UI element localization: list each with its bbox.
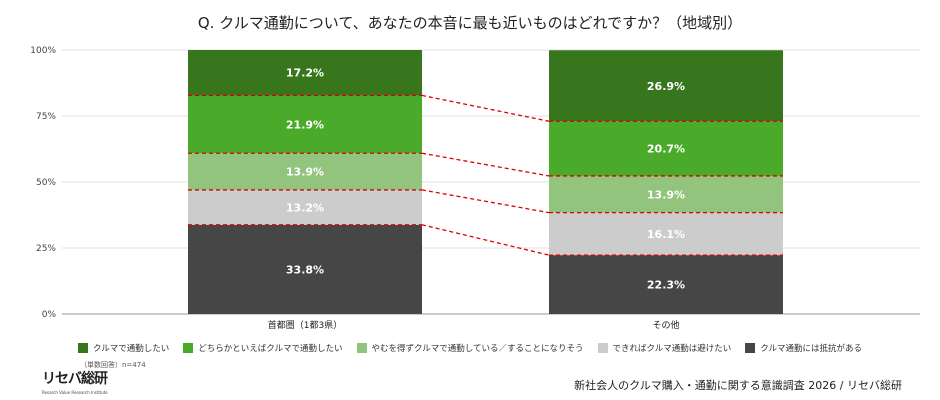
bar-segment (549, 212, 783, 256)
bar-segment (188, 189, 422, 225)
legend-label: できればクルマ通勤は避けたい (612, 344, 732, 354)
bar-segment (549, 121, 783, 176)
y-tick-label: 0% (42, 310, 57, 320)
data-label: 13.9% (286, 166, 324, 179)
bar-segment (188, 153, 422, 190)
legend-swatch (597, 343, 608, 353)
connector-line (421, 152, 550, 177)
legend-item: クルマで通勤したい (78, 342, 169, 354)
legend-label: どちらかといえばクルマで通勤したい (198, 344, 343, 354)
y-tick-label: 25% (36, 244, 56, 254)
logo-subtitle: Resarch Value Research Institute (42, 390, 108, 395)
data-label: 13.9% (647, 188, 685, 201)
legend-label: やむを得ずクルマで通勤している／することになりそう (371, 344, 584, 354)
legend-item: できればクルマ通勤は避けたい (597, 342, 732, 354)
data-label: 33.8% (286, 263, 324, 276)
sample-note: （単数回答）n=474 (80, 361, 146, 369)
data-label: 21.9% (286, 118, 324, 131)
legend-label: クルマ通勤には抵抗がある (760, 344, 862, 354)
bar-segment (549, 255, 783, 314)
y-tick-label: 100% (30, 46, 56, 56)
y-tick-label: 75% (36, 112, 56, 122)
legend-swatch (183, 343, 194, 353)
bar-segment (188, 50, 422, 96)
bar-segment (549, 175, 783, 213)
legend-item: クルマ通勤には抵抗がある (745, 342, 862, 354)
legend-item: どちらかといえばクルマで通勤したい (183, 342, 343, 354)
data-label: 22.3% (647, 279, 685, 292)
data-label: 13.2% (286, 201, 324, 214)
x-tick-label: その他 (652, 319, 679, 331)
bar-segment (188, 95, 422, 154)
chart-title: Q. クルマ通勤について、あなたの本音に最も近いものはどれですか？（地域別） (197, 14, 743, 32)
bar-segment (188, 224, 422, 314)
x-tick-label: 首都圏（1都3県） (268, 319, 342, 331)
logo: リセバ総研 (42, 371, 108, 387)
y-tick-label: 50% (36, 178, 56, 188)
connector-line (421, 189, 550, 214)
bar-segment (549, 50, 783, 122)
legend-swatch (78, 343, 88, 353)
data-label: 16.1% (647, 228, 685, 241)
connector-line (421, 94, 550, 122)
data-label: 20.7% (647, 143, 685, 156)
legend-label: クルマで通勤したい (93, 344, 170, 354)
data-label: 17.2% (286, 67, 324, 80)
stacked-bar-chart: 0% 25% 50% 75% 100% 33.8% 13.2% 13.9% 21.9% 17.2%… (30, 46, 920, 331)
legend-swatch (745, 343, 756, 353)
connector-line (421, 224, 550, 256)
legend-swatch (356, 343, 367, 353)
data-label: 26.9% (647, 80, 685, 93)
legend: クルマで通勤したい どちらかといえばクルマで通勤したい やむを得ずクルマで通勤してい… (0, 342, 940, 354)
legend-item: やむを得ずクルマで通勤している／することになりそう (356, 342, 584, 354)
source-text: 新社会人のクルマ購入・通勤に関する意識調査 2026 / リセバ総研 (574, 379, 902, 392)
